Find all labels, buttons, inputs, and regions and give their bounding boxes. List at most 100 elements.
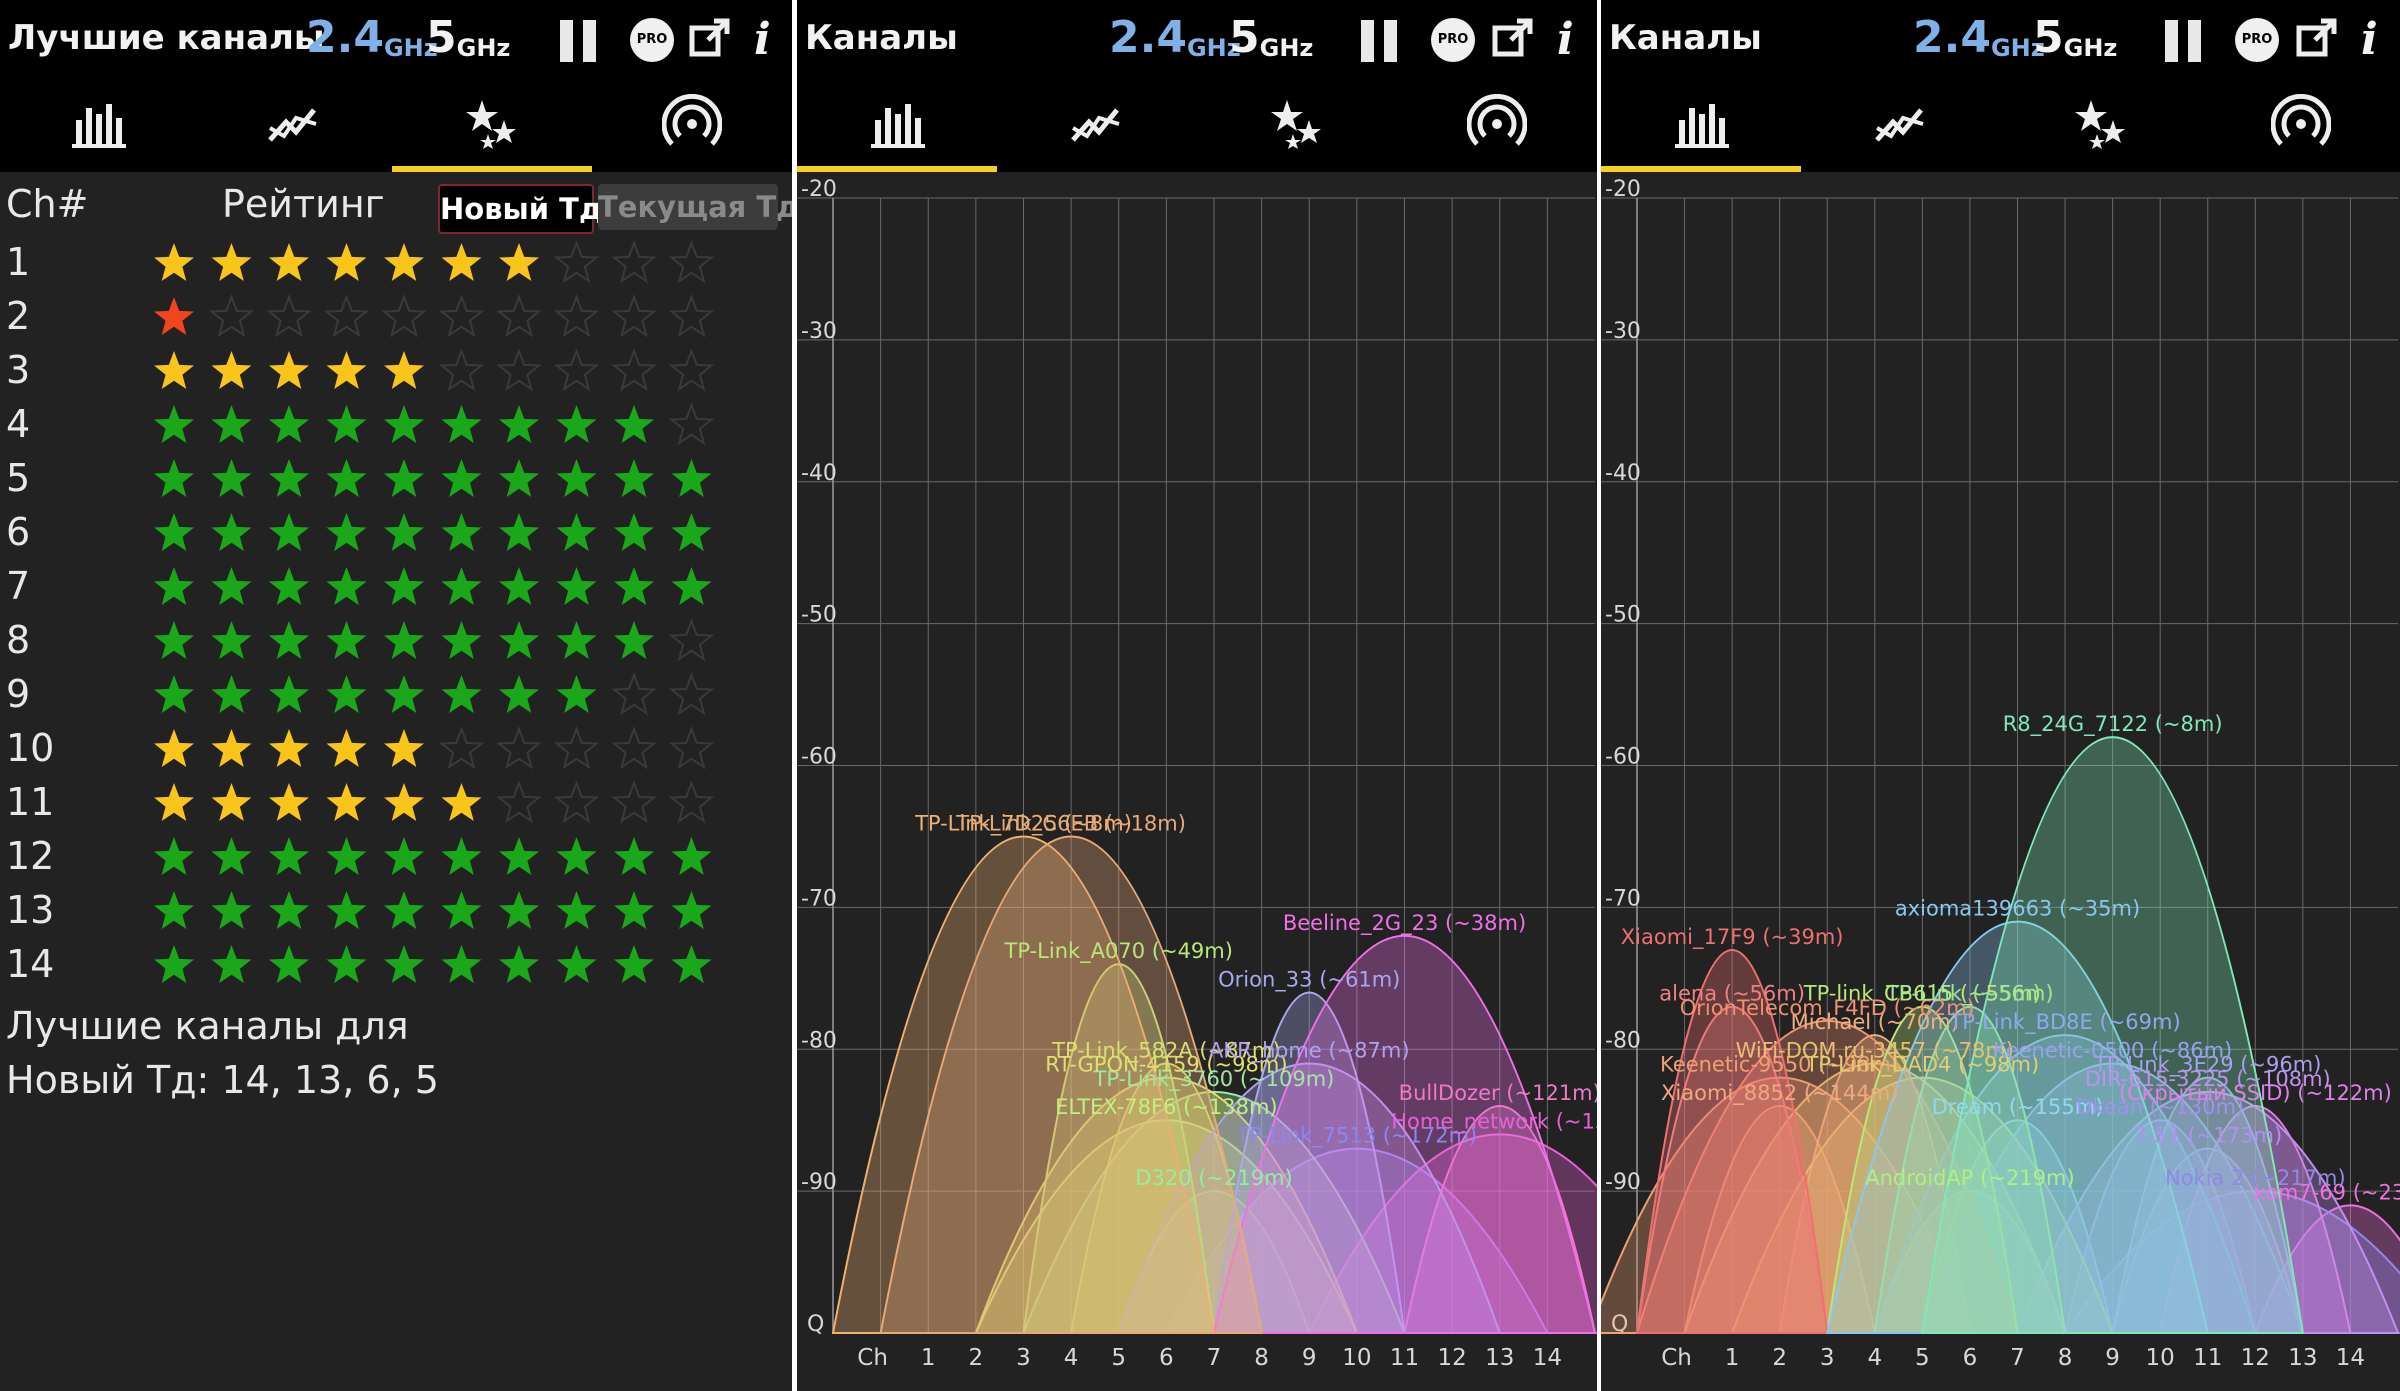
tab-time-graph[interactable] — [1801, 88, 2001, 172]
network-signal-area — [2111, 1147, 2305, 1334]
channel-number: 10 — [6, 726, 55, 770]
network-label: (Скрытый SSID) (~122m) — [2119, 1081, 2392, 1105]
tab-channel-rating[interactable] — [1197, 88, 1397, 172]
rating-row: 5 — [0, 452, 792, 506]
star-filled-icon — [499, 891, 539, 929]
info-icon[interactable]: i — [2361, 14, 2378, 65]
star-empty-icon — [208, 294, 255, 338]
star-empty-icon — [438, 294, 485, 338]
star-filled-icon — [441, 945, 482, 983]
band-24ghz-toggle[interactable]: 2.4GHz — [1109, 12, 1241, 63]
new-ap-button[interactable]: Новый Тд — [438, 184, 602, 234]
channels-graph-panel-2: Каналы 2.4GHz 5GHz PRO i -20 -30 -40 -50 -60 -70 -8… — [1601, 0, 2400, 1391]
tab-channel-rating-bars[interactable] — [1601, 88, 1801, 172]
y-tick-label: -30 — [801, 319, 837, 344]
x-tick-label: 8 — [2058, 1345, 2073, 1371]
tab-access-points[interactable] — [592, 88, 792, 172]
tab-channel-rating-bars[interactable] — [797, 88, 997, 172]
star-rating — [154, 945, 712, 983]
rating-row: 9 — [0, 668, 792, 722]
time-graph-icon — [1071, 108, 1120, 142]
tab-access-points[interactable] — [1397, 88, 1597, 172]
info-icon[interactable]: i — [1557, 14, 1574, 65]
pro-badge-icon[interactable]: PRO — [1431, 18, 1475, 62]
star-filled-icon — [211, 513, 252, 551]
star-filled-icon — [499, 405, 539, 443]
star-filled-icon — [441, 837, 482, 875]
channels-graph-panel-1: Каналы 2.4GHz 5GHz PRO i -20 -30 -40 -50 -60 -70 -8… — [797, 0, 1597, 1391]
star-empty-icon — [496, 780, 542, 824]
network-label: TP-Link_582A (~87m) — [1051, 1038, 1280, 1063]
star-empty-icon — [668, 726, 715, 770]
band-24-unit: GHz — [383, 34, 438, 62]
tab-time-graph[interactable] — [997, 88, 1197, 172]
info-icon[interactable]: i — [754, 14, 771, 65]
network-label: Dkean (~130m) — [2076, 1095, 2244, 1119]
band-5ghz-toggle[interactable]: 5GHz — [1229, 12, 1313, 63]
network-signal-area — [1920, 1062, 2305, 1334]
star-empty-icon — [611, 672, 657, 716]
screen-title: Каналы — [805, 18, 958, 58]
network-label: RT-GPON-4159 (~98m) — [1045, 1053, 1287, 1077]
share-external-icon[interactable] — [1491, 16, 1535, 60]
star-empty-icon — [496, 348, 542, 392]
band-5-label: 5 — [1229, 12, 1260, 63]
network-label: R8_24G_7122 (~8m) — [2003, 712, 2223, 737]
tab-time-graph[interactable] — [196, 88, 392, 172]
network-label: Orion_33 (~61m) — [1218, 968, 1400, 993]
share-external-icon[interactable] — [2295, 16, 2339, 60]
star-filled-icon — [384, 891, 424, 929]
network-label: TP-Link_7D25 (~8m) — [914, 811, 1132, 836]
star-empty-icon — [323, 294, 370, 338]
x-tick-label: 6 — [1963, 1345, 1978, 1371]
channel-number: 14 — [6, 942, 55, 986]
channel-column-header: Ch# — [6, 182, 89, 226]
network-label: TP-Link_(~56m) — [1885, 982, 2053, 1007]
tab-channel-rating[interactable] — [392, 88, 592, 172]
band-24-unit: GHz — [1186, 34, 1241, 62]
tab-channel-rating[interactable] — [2001, 88, 2201, 172]
pro-badge-icon[interactable]: PRO — [630, 18, 674, 62]
network-label: WiFi-DOM.ru-3457 (~78m) — [1736, 1038, 2014, 1062]
network-signal-area — [2063, 1190, 2400, 1334]
network-label: DIR-615-3225 (~108m) — [2085, 1067, 2331, 1091]
network-label: Keenetic-9550 (~98m) — [1660, 1053, 1899, 1077]
x-tick-label: 11 — [1390, 1345, 1419, 1371]
band-24ghz-toggle[interactable]: 2.4GHz — [1913, 12, 2045, 63]
network-label: TP-Link_7513 (~172m) — [1235, 1124, 1477, 1149]
tab-channel-rating-bars[interactable] — [0, 88, 196, 172]
x-tick-label: 5 — [1111, 1345, 1126, 1371]
star-filled-icon — [269, 567, 309, 605]
star-empty-icon — [668, 780, 715, 824]
pause-icon[interactable] — [1359, 20, 1399, 62]
pause-icon[interactable] — [558, 20, 598, 62]
network-signal-area — [1164, 1147, 1550, 1334]
network-label: D320 (~219m) — [1135, 1166, 1292, 1190]
star-filled-icon — [671, 459, 712, 497]
tab-access-points[interactable] — [2201, 88, 2400, 172]
star-rating — [154, 294, 715, 338]
share-external-icon[interactable] — [688, 16, 732, 60]
star-filled-icon — [499, 621, 539, 659]
x-tick-label: 13 — [2288, 1345, 2317, 1371]
star-filled-icon — [671, 513, 712, 551]
star-empty-icon — [553, 726, 600, 770]
band-5-label: 5 — [2033, 12, 2064, 63]
rating-row: 1 — [0, 236, 792, 290]
pro-badge-icon[interactable]: PRO — [2235, 18, 2279, 62]
rating-row: 3 — [0, 344, 792, 398]
band-24ghz-toggle[interactable]: 2.4GHz — [306, 12, 438, 63]
star-rating — [154, 402, 715, 446]
band-5ghz-toggle[interactable]: 5GHz — [426, 12, 510, 63]
star-empty-icon — [496, 726, 542, 770]
pause-icon[interactable] — [2163, 20, 2203, 62]
star-filled-icon — [384, 729, 424, 767]
top-bar: Каналы 2.4GHz 5GHz PRO i — [1601, 0, 2400, 172]
star-filled-icon — [556, 513, 597, 551]
band-5ghz-toggle[interactable]: 5GHz — [2033, 12, 2117, 63]
network-label: BullDozer (~121m) — [1399, 1081, 1597, 1105]
star-filled-icon — [211, 459, 252, 497]
star-rating — [154, 513, 712, 551]
star-filled-icon — [441, 567, 482, 605]
current-ap-button[interactable]: Текущая Тд — [598, 184, 792, 230]
